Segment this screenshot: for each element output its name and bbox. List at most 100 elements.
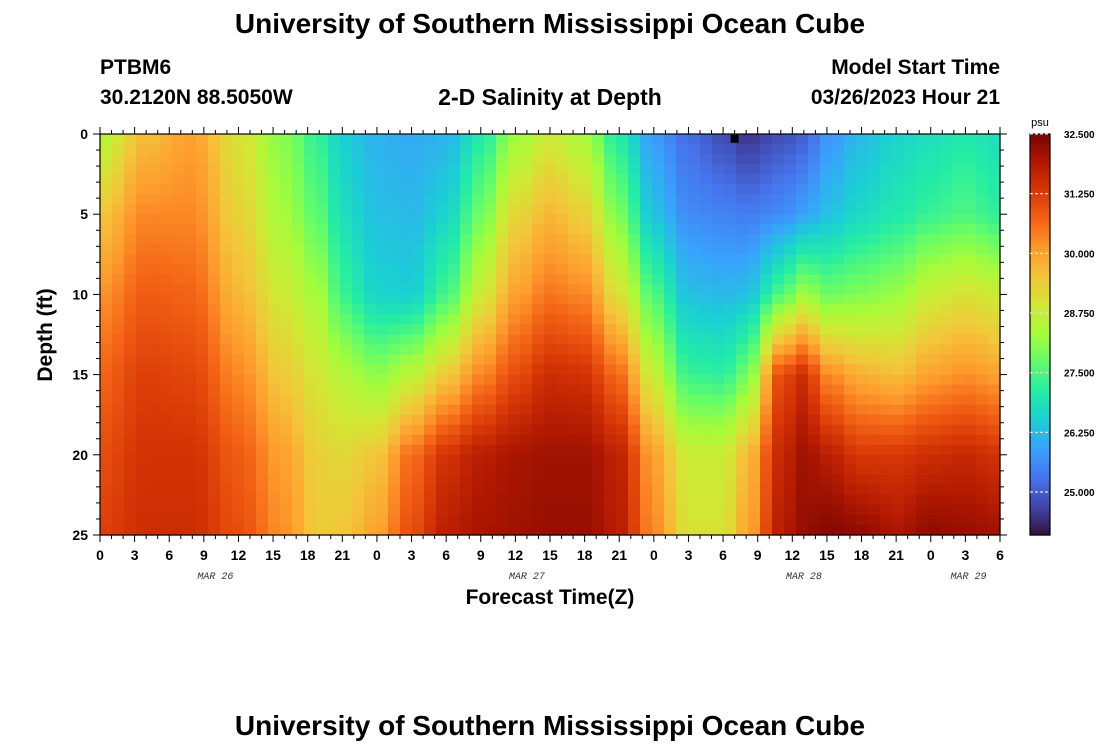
heatmap-cell [832,464,845,476]
heatmap-cell [340,234,353,245]
heatmap-cell [184,144,197,155]
heatmap-cell [628,324,641,336]
heatmap-cell [796,254,809,265]
heatmap-cell [160,254,173,265]
heatmap-cell [424,454,437,466]
heatmap-cell [988,334,1001,346]
heatmap-cell [724,384,737,396]
heatmap-cell [760,474,773,486]
heatmap-cell [604,394,617,406]
heatmap-cell [412,494,425,506]
heatmap-cell [892,184,905,195]
heatmap-cell [160,164,173,175]
heatmap-cell [604,384,617,396]
heatmap-cell [496,484,509,496]
heatmap-cell [136,144,149,155]
heatmap-cell [880,434,893,446]
heatmap-cell [472,164,485,175]
heatmap-cell [388,144,401,155]
heatmap-cell [424,524,437,536]
heatmap-cell [136,474,149,486]
heatmap-cell [640,224,653,235]
heatmap-cell [676,464,689,476]
heatmap-cell [760,134,773,145]
heatmap-cell [544,324,557,336]
heatmap-cell [508,344,521,356]
heatmap-cell [592,504,605,516]
heatmap-cell [520,314,533,326]
heatmap-cell [520,474,533,486]
heatmap-cell [868,264,881,275]
heatmap-cell [124,224,137,235]
heatmap-cell [100,364,113,376]
heatmap-cell [160,364,173,376]
heatmap-cell [352,224,365,235]
colorbar-segment [1030,508,1050,513]
heatmap-cell [796,444,809,456]
heatmap-cell [124,264,137,275]
heatmap-cell [328,184,341,195]
heatmap-cell [412,424,425,436]
heatmap-cell [472,434,485,446]
heatmap-cell [400,484,413,496]
heatmap-cell [760,364,773,376]
heatmap-cell [940,204,953,215]
heatmap-cell [544,354,557,366]
colorbar-segment [1030,357,1050,362]
colorbar-segment [1030,190,1050,195]
heatmap-cell [160,464,173,476]
heatmap-cell [208,334,221,346]
heatmap-cell [856,154,869,165]
heatmap-cell [376,324,389,336]
heatmap-cell [928,204,941,215]
heatmap-cell [376,434,389,446]
heatmap-cell [616,474,629,486]
heatmap-cell [736,184,749,195]
heatmap-cell [340,164,353,175]
heatmap-cell [892,524,905,536]
heatmap-cell [952,294,965,306]
heatmap-cell [520,274,533,285]
heatmap-cell [556,224,569,235]
heatmap-cell [616,144,629,155]
heatmap-cell [628,134,641,145]
heatmap-cell [724,184,737,195]
heatmap-cell [880,294,893,306]
heatmap-cell [292,174,305,185]
heatmap-cell [352,204,365,215]
heatmap-cell [904,494,917,506]
heatmap-cell [172,194,185,205]
heatmap-cell [220,474,233,486]
heatmap-cell [880,264,893,275]
heatmap-cell [880,254,893,265]
heatmap-cell [568,304,581,316]
heatmap-cell [412,164,425,175]
heatmap-cell [664,294,677,306]
heatmap-cell [520,334,533,346]
heatmap-cell [652,234,665,245]
x-tick-label: 6 [165,547,173,563]
heatmap-cell [664,204,677,215]
heatmap-cell [724,434,737,446]
heatmap-cell [688,464,701,476]
heatmap-cell [568,464,581,476]
heatmap-cell [304,314,317,326]
heatmap-cell [868,144,881,155]
heatmap-cell [880,184,893,195]
heatmap-cell [616,504,629,516]
heatmap-cell [616,304,629,316]
heatmap-cell [364,354,377,366]
heatmap-cell [472,214,485,225]
heatmap-cell [268,174,281,185]
heatmap-cell [796,304,809,316]
heatmap-cell [928,304,941,316]
heatmap-cell [448,454,461,466]
heatmap-cell [904,154,917,165]
heatmap-cell [808,364,821,376]
x-tick-label: 15 [542,547,558,563]
heatmap-cell [940,404,953,416]
heatmap-cell [292,244,305,255]
heatmap-cell [220,444,233,456]
heatmap-cell [280,304,293,316]
heatmap-cell [436,454,449,466]
